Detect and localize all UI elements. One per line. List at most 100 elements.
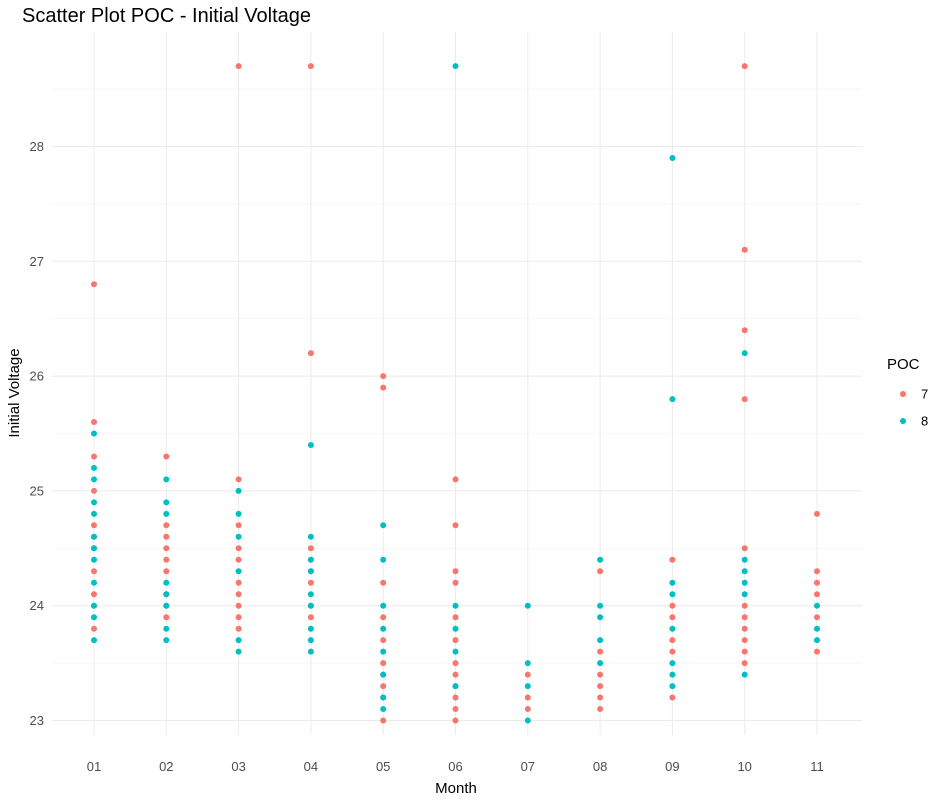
- data-point-poc-7: [814, 510, 820, 517]
- data-point-poc-7: [307, 350, 314, 357]
- data-point-poc-8: [452, 602, 459, 609]
- data-point-poc-7: [452, 717, 459, 724]
- data-point-poc-8: [235, 637, 242, 644]
- y-axis-title: Initial Voltage: [6, 348, 23, 437]
- data-point-poc-8: [814, 625, 820, 632]
- data-point-poc-7: [452, 694, 459, 701]
- data-point-poc-7: [235, 602, 242, 609]
- data-point-poc-8: [235, 487, 242, 494]
- data-point-poc-8: [307, 533, 314, 540]
- data-point-poc-7: [163, 522, 170, 529]
- data-point-poc-7: [524, 671, 531, 678]
- data-point-poc-7: [235, 625, 242, 632]
- x-tick-label: 08: [593, 759, 607, 774]
- data-point-poc-7: [380, 717, 387, 724]
- data-point-poc-7: [163, 545, 170, 552]
- y-tick-label: 26: [30, 369, 44, 384]
- x-tick-label: 03: [231, 759, 245, 774]
- data-point-poc-8: [163, 625, 170, 632]
- data-point-poc-8: [91, 499, 97, 506]
- data-point-poc-7: [380, 683, 387, 690]
- data-point-poc-8: [669, 683, 676, 690]
- data-point-poc-8: [91, 602, 97, 609]
- data-point-poc-7: [452, 637, 459, 644]
- data-point-poc-8: [452, 648, 459, 655]
- data-point-poc-8: [91, 614, 97, 621]
- data-point-poc-8: [235, 510, 242, 517]
- data-point-poc-7: [452, 476, 459, 483]
- data-point-poc-7: [741, 63, 748, 70]
- data-point-poc-7: [597, 694, 604, 701]
- legend: POC 7 8: [887, 356, 928, 429]
- data-point-poc-7: [91, 568, 97, 575]
- x-tick-label: 02: [159, 759, 173, 774]
- data-point-poc-8: [669, 660, 676, 667]
- x-tick-label: 10: [737, 759, 751, 774]
- data-point-poc-8: [235, 533, 242, 540]
- x-tick-label: 05: [376, 759, 390, 774]
- data-point-poc-8: [307, 637, 314, 644]
- data-point-poc-7: [741, 660, 748, 667]
- legend-label-8: 8: [921, 414, 928, 429]
- data-point-poc-7: [91, 281, 97, 288]
- data-point-poc-7: [307, 579, 314, 586]
- data-point-poc-8: [380, 671, 387, 678]
- data-point-poc-7: [235, 614, 242, 621]
- data-point-poc-8: [524, 602, 531, 609]
- legend-key-8: [900, 418, 906, 424]
- data-point-poc-8: [597, 637, 604, 644]
- data-point-poc-7: [380, 660, 387, 667]
- data-point-poc-7: [741, 625, 748, 632]
- data-point-poc-7: [452, 568, 459, 575]
- data-point-poc-8: [91, 637, 97, 644]
- data-point-poc-7: [597, 706, 604, 712]
- data-point-poc-7: [235, 579, 242, 586]
- data-point-poc-8: [669, 396, 676, 403]
- data-point-poc-8: [524, 717, 531, 724]
- data-point-poc-7: [307, 614, 314, 621]
- data-point-poc-7: [669, 694, 676, 701]
- data-point-poc-7: [814, 648, 820, 655]
- chart-title: Scatter Plot POC - Initial Voltage: [22, 5, 311, 27]
- data-point-poc-8: [91, 510, 97, 517]
- data-point-poc-7: [380, 637, 387, 644]
- data-point-poc-8: [307, 591, 314, 598]
- data-point-poc-7: [814, 614, 820, 621]
- data-point-poc-7: [597, 568, 604, 575]
- data-point-poc-7: [163, 556, 170, 563]
- data-point-poc-7: [669, 614, 676, 621]
- data-point-poc-8: [380, 694, 387, 701]
- data-point-poc-7: [452, 522, 459, 529]
- data-point-poc-7: [669, 648, 676, 655]
- data-point-poc-7: [741, 614, 748, 621]
- data-point-poc-7: [452, 706, 459, 712]
- data-point-poc-8: [597, 660, 604, 667]
- data-point-poc-8: [307, 625, 314, 632]
- data-point-poc-8: [380, 602, 387, 609]
- data-point-poc-8: [163, 591, 170, 598]
- data-point-poc-8: [307, 648, 314, 655]
- data-point-poc-8: [163, 499, 170, 506]
- data-point-poc-7: [669, 556, 676, 563]
- data-point-poc-8: [235, 568, 242, 575]
- data-point-poc-8: [91, 533, 97, 540]
- data-point-poc-8: [597, 614, 604, 621]
- y-axis-ticks: 23 24 25 26 27 28: [30, 139, 44, 728]
- data-point-poc-8: [741, 568, 748, 575]
- data-point-poc-7: [741, 648, 748, 655]
- data-point-poc-7: [597, 648, 604, 655]
- legend-title: POC: [887, 356, 920, 373]
- data-point-poc-7: [524, 706, 531, 712]
- data-point-poc-7: [741, 246, 748, 253]
- y-tick-label: 24: [30, 598, 44, 613]
- data-point-poc-8: [524, 683, 531, 690]
- data-point-poc-7: [814, 568, 820, 575]
- legend-label-7: 7: [921, 387, 928, 402]
- data-point-poc-8: [741, 579, 748, 586]
- data-point-poc-8: [307, 556, 314, 563]
- data-point-poc-8: [163, 510, 170, 517]
- data-point-poc-8: [741, 671, 748, 678]
- data-point-poc-8: [669, 671, 676, 678]
- data-point-poc-8: [452, 63, 459, 70]
